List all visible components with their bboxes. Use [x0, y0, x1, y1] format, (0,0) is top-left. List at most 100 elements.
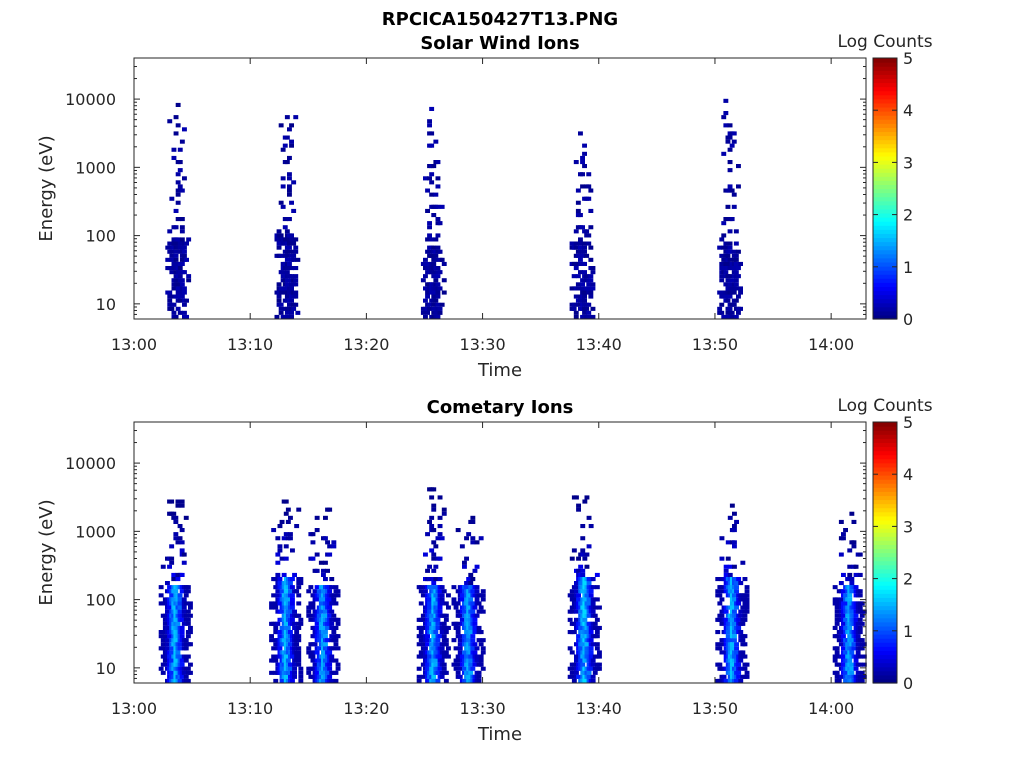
heat-cell — [590, 678, 596, 683]
colorbar-swatch — [873, 528, 897, 533]
heat-cell — [742, 577, 748, 582]
colorbar-swatch — [873, 601, 897, 607]
heat-cell — [859, 638, 865, 643]
heat-cell — [857, 572, 863, 577]
heat-cell — [480, 589, 486, 594]
heat-cell — [298, 581, 304, 586]
heat-cell — [590, 266, 596, 271]
heat-cell — [723, 568, 729, 573]
heat-cell — [288, 630, 293, 635]
heat-cell — [853, 658, 859, 663]
heat-cell — [439, 630, 445, 635]
heat-cell — [418, 589, 424, 594]
heat-cell — [474, 585, 480, 590]
heat-cell — [729, 503, 735, 508]
figure-title: RPCICA150427T13.PNG — [382, 9, 618, 30]
heat-cell — [590, 282, 596, 287]
heat-cell — [836, 638, 842, 643]
heat-cell — [437, 577, 443, 582]
panel-title: Cometary Ions — [427, 397, 574, 418]
heat-cell — [576, 634, 581, 639]
heat-cell — [731, 131, 737, 136]
heat-cell — [279, 678, 285, 683]
heat-cell — [573, 245, 579, 250]
heat-cell — [478, 630, 484, 635]
heat-cell — [439, 597, 445, 602]
heat-cell — [278, 233, 284, 238]
y-tick-label: 1000 — [75, 158, 116, 177]
colorbar-swatch — [873, 217, 897, 222]
colorbar-swatch — [873, 422, 897, 427]
heat-cell — [732, 511, 737, 516]
heat-cell — [464, 585, 469, 590]
heat-cell — [851, 519, 857, 524]
heat-cell — [418, 650, 424, 655]
heat-cell — [727, 147, 733, 152]
heat-cell — [575, 188, 581, 193]
heat-cell — [590, 658, 596, 663]
heat-cell — [282, 225, 288, 230]
colorbar-swatch — [873, 483, 897, 488]
heat-cell — [427, 564, 432, 569]
heat-cell — [425, 294, 430, 299]
heat-cell — [278, 200, 284, 205]
y-tick-label: 10 — [96, 295, 116, 314]
heat-cell — [723, 123, 729, 128]
heat-cell — [314, 597, 320, 602]
heat-cell — [160, 601, 166, 606]
heat-cell — [423, 176, 428, 181]
heat-cell — [290, 605, 295, 610]
heat-cell — [171, 241, 177, 246]
heat-cell — [171, 261, 177, 266]
x-tick-label: 13:30 — [460, 699, 506, 718]
colorbar-swatch — [873, 176, 897, 181]
heat-cell — [295, 257, 301, 262]
heat-cell — [173, 249, 179, 254]
heat-cell — [574, 585, 579, 590]
heat-cell — [179, 589, 185, 594]
heat-cell — [841, 536, 846, 541]
y-tick-label: 10 — [96, 659, 116, 678]
heat-cell — [333, 585, 339, 590]
burst — [416, 487, 451, 683]
heat-cell — [588, 208, 594, 213]
heat-cell — [431, 302, 437, 307]
colorbar-swatch — [873, 66, 897, 71]
colorbar-swatch — [873, 155, 897, 161]
heat-cell — [437, 524, 443, 529]
heat-cell — [744, 597, 750, 602]
heat-cell — [834, 605, 840, 610]
heat-cell — [329, 678, 335, 683]
heat-cell — [282, 143, 288, 148]
heat-cell — [280, 176, 286, 181]
heat-cell — [721, 221, 727, 226]
heat-cell — [289, 274, 294, 279]
heat-cell — [158, 585, 164, 590]
heat-cell — [742, 617, 748, 622]
colorbar-swatch — [873, 143, 897, 149]
heat-cell — [433, 253, 439, 258]
heat-cell — [329, 654, 335, 659]
heat-cell — [275, 572, 281, 577]
heat-cell — [462, 564, 467, 569]
burst — [269, 499, 304, 683]
colorbar-swatch — [873, 265, 897, 271]
heat-cell — [719, 536, 725, 541]
heat-cell — [333, 670, 339, 675]
heat-cell — [435, 638, 441, 643]
heat-cell — [859, 621, 865, 626]
heat-cell — [289, 298, 294, 303]
heat-cell — [736, 625, 742, 630]
heat-cell — [580, 160, 585, 165]
heat-cell — [838, 519, 844, 524]
x-tick-label: 14:00 — [808, 699, 854, 718]
heat-cell — [167, 564, 172, 569]
heat-cell — [289, 123, 294, 128]
heat-cell — [841, 634, 846, 639]
heat-cell — [732, 577, 737, 582]
heat-cell — [435, 294, 441, 299]
heat-cell — [285, 519, 291, 524]
heat-cell — [580, 572, 586, 577]
heat-cell — [173, 253, 179, 258]
